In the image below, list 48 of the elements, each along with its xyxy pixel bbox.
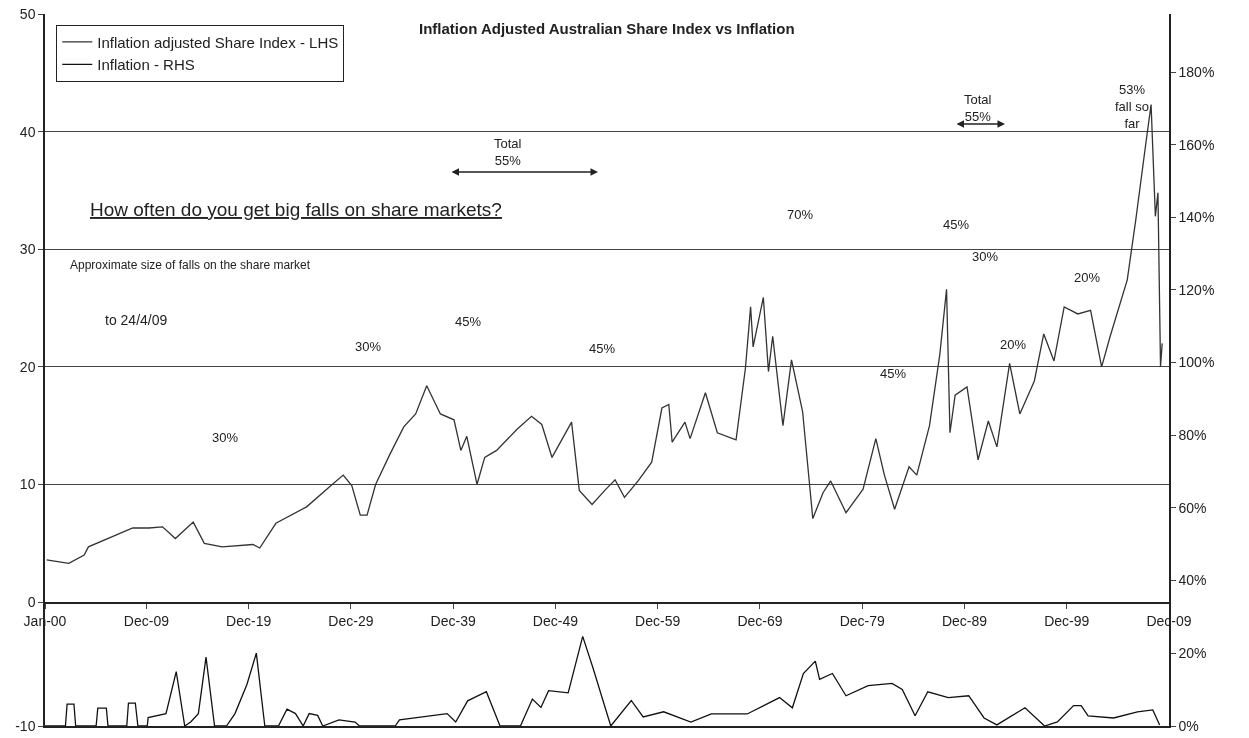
annotation: How often do you get big falls on share markets? (90, 199, 502, 220)
annotation: 30% (355, 339, 382, 354)
x-tick-label: Dec-29 (328, 612, 374, 629)
annotation: 30% (972, 249, 999, 264)
annotation: 45% (455, 314, 482, 329)
annotation: 45% (943, 217, 970, 232)
y2-tick-label: 60% (1178, 499, 1207, 516)
annotation: 20% (1000, 337, 1027, 352)
y2-tick-label: 0% (1178, 717, 1199, 734)
line-series (45, 635, 1161, 726)
x-tick-label: Dec-19 (226, 612, 272, 629)
y2-tick-label: 20% (1178, 645, 1207, 662)
annotation: 30% (212, 430, 239, 445)
annotation: Approximate size of falls on the share market (70, 258, 311, 272)
annotation: 20% (1074, 270, 1101, 285)
y2-tick-label: 160% (1178, 136, 1215, 153)
y-tick-label: 0 (27, 594, 36, 611)
x-tick-label: Dec-39 (430, 612, 476, 629)
x-tick-label: Dec-79 (839, 612, 885, 629)
x-tick-label: Dec-59 (635, 612, 681, 629)
y-tick-label: 20 (19, 358, 36, 375)
y-tick-label: 40 (19, 123, 36, 140)
annotation: to 24/4/09 (105, 312, 168, 328)
legend-label: Inflation - RHS (97, 56, 195, 74)
annotation: 53% fall so far (1115, 82, 1149, 131)
y2-tick-label: 40% (1178, 572, 1207, 589)
annotation: 45% (880, 366, 907, 381)
line-series (46, 103, 1163, 564)
y-tick-label: -10 (15, 717, 36, 734)
y2-tick-label: 140% (1178, 209, 1215, 226)
annotation: 45% (589, 341, 616, 356)
annotation: 70% (787, 207, 814, 222)
annotation: Total 55% (494, 136, 522, 168)
y-tick-label: 50 (19, 5, 36, 22)
y2-tick-label: 180% (1178, 63, 1215, 80)
y-tick-label: 30 (19, 241, 36, 258)
chart-title: Inflation Adjusted Australian Share Index vs Inflation (419, 20, 795, 37)
y2-tick-label: 80% (1178, 427, 1207, 444)
x-tick-label: Dec-09 (123, 612, 170, 629)
legend-label: Inflation adjusted Share Index - LHS (97, 33, 339, 51)
annotation: Total 55% (964, 92, 992, 124)
x-tick-label: Dec-89 (941, 612, 988, 629)
x-tick-label: Dec-69 (737, 612, 783, 629)
x-tick-label: Dec-99 (1044, 612, 1090, 629)
x-tick-label: Dec-49 (532, 612, 579, 629)
y2-tick-label: 120% (1178, 281, 1215, 298)
y-tick-label: 10 (19, 476, 36, 493)
y2-tick-label: 100% (1178, 354, 1215, 371)
